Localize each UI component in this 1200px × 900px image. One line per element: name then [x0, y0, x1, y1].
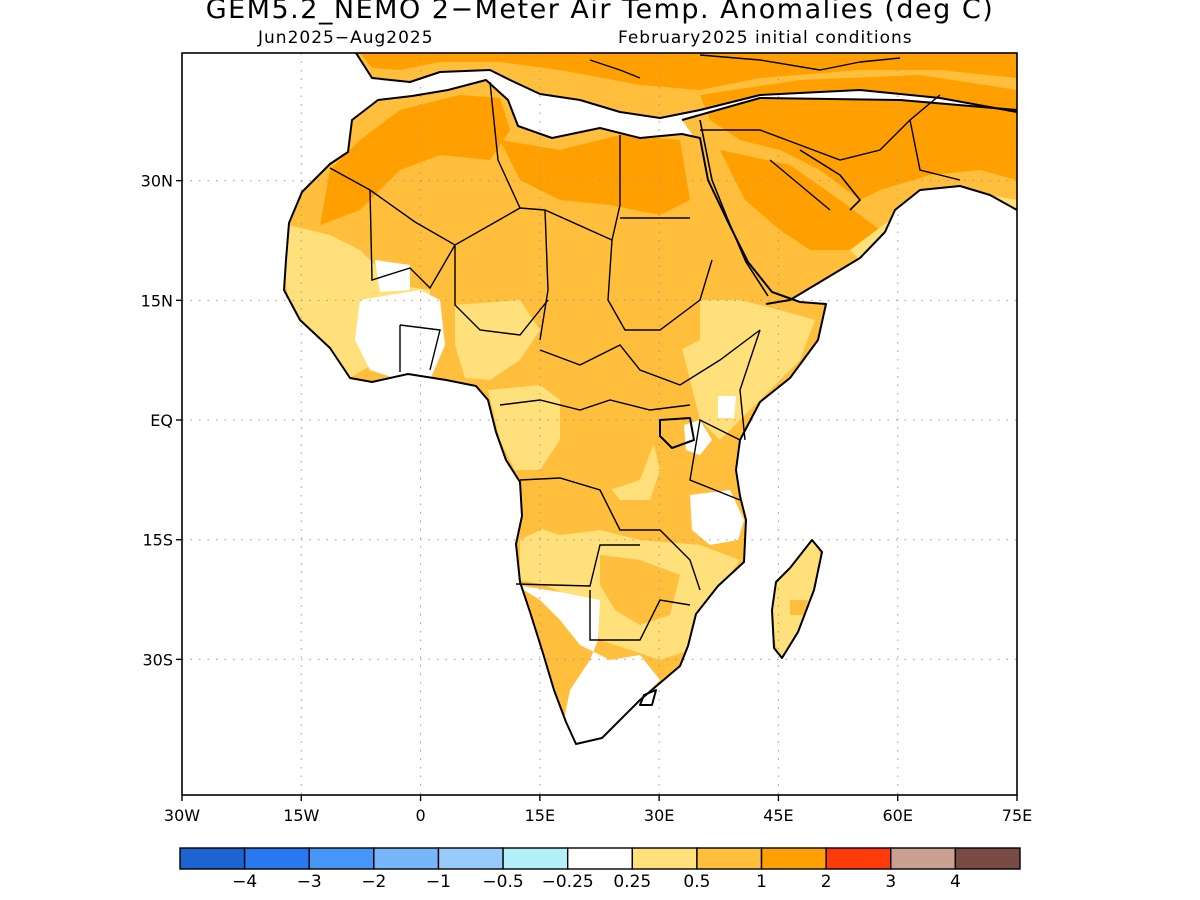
colorbar-swatch: [373, 847, 440, 870]
colorbar: −4 −3 −2 −1 −0.5 −0.25 0.25 0.5 1 2 3 4: [179, 847, 1021, 892]
y-tick-label: 15N: [141, 291, 173, 310]
colorbar-label: −2: [361, 872, 386, 892]
colorbar-swatch: [760, 847, 827, 870]
initial-conditions: February2025 initial conditions: [618, 28, 913, 48]
colorbar-label: −4: [232, 872, 257, 892]
x-tick-label: 30E: [644, 806, 674, 825]
colorbar-label: −3: [297, 872, 322, 892]
forecast-period: Jun2025−Aug2025: [258, 28, 434, 48]
x-tick-label: 30W: [164, 806, 200, 825]
colorbar-swatch: [502, 847, 569, 870]
y-tick-label: 30N: [141, 172, 173, 191]
colorbar-label: 3: [885, 872, 896, 892]
x-tick-label: 60E: [882, 806, 912, 825]
y-tick-label: EQ: [150, 411, 173, 430]
x-tick-label: 45E: [763, 806, 793, 825]
colorbar-swatch: [631, 847, 698, 870]
coastlines: [283, 53, 1017, 745]
colorbar-swatch: [825, 847, 892, 870]
colorbar-label: −0.25: [542, 872, 594, 892]
colorbar-label: 0.5: [683, 872, 710, 892]
colorbar-label: 2: [821, 872, 832, 892]
lat-lon-grid: [182, 53, 1017, 795]
colorbar-swatch: [437, 847, 504, 870]
colorbar-swatch: [243, 847, 310, 870]
x-tick-label: 15E: [525, 806, 555, 825]
x-tick-label: 75E: [1002, 806, 1032, 825]
map-frame: [181, 52, 1018, 796]
colorbar-swatch: [954, 847, 1021, 870]
colorbar-swatch: [696, 847, 763, 870]
y-tick-label: 30S: [142, 650, 173, 669]
y-tick-label: 15S: [142, 531, 173, 550]
colorbar-label: 0.25: [613, 872, 651, 892]
country-borders: [329, 81, 961, 641]
x-tick-label: 0: [415, 806, 425, 825]
colorbar-swatch: [308, 847, 375, 870]
colorbar-label: 4: [950, 872, 961, 892]
colorbar-label: 1: [756, 872, 767, 892]
colorbar-swatch: [566, 847, 634, 870]
colorbar-swatch: [179, 847, 246, 870]
colorbar-label: −1: [426, 872, 451, 892]
chart-title: GEM5.2_NEMO 2−Meter Air Temp. Anomalies …: [205, 0, 995, 25]
colorbar-label: −0.5: [482, 872, 523, 892]
map-axes: 30W 15W 0 15E 30E 45E 60E 75E 30N 15N EQ 15S 30S: [141, 172, 1033, 825]
anomaly-shading: [284, 53, 1017, 744]
colorbar-swatch: [890, 847, 957, 870]
x-tick-label: 15W: [283, 806, 319, 825]
